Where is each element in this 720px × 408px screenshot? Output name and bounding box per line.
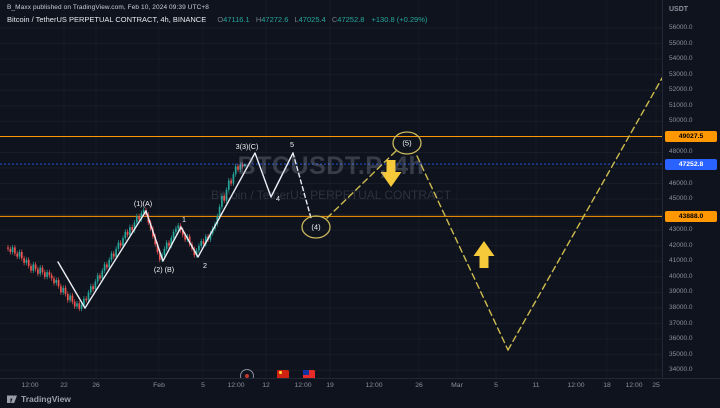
svg-text:(4): (4) <box>311 223 321 232</box>
price-tick: 50000.0 <box>669 117 693 125</box>
price-level-badge: 43888.0 <box>665 210 717 222</box>
svg-text:5: 5 <box>290 140 294 149</box>
time-label: 12:00 <box>227 382 245 389</box>
symbol-title[interactable]: Bitcoin / TetherUS PERPETUAL CONTRACT, 4… <box>7 15 207 24</box>
price-tick: 52000.0 <box>669 86 693 94</box>
symbol-legend: Bitcoin / TetherUS PERPETUAL CONTRACT, 4… <box>7 15 427 24</box>
price-tick: 37000.0 <box>669 319 693 327</box>
price-lines-layer <box>0 135 662 217</box>
time-label: 5 <box>494 382 498 389</box>
time-label: 11 <box>532 382 540 389</box>
time-label: 12:00 <box>21 382 39 389</box>
time-label: 12:00 <box>294 382 312 389</box>
arrows-layer <box>380 160 495 268</box>
time-label: 26 <box>415 382 423 389</box>
svg-text:3(3)(C): 3(3)(C) <box>236 142 259 151</box>
price-tick: 45000.0 <box>669 195 693 203</box>
time-label: 18 <box>603 382 611 389</box>
close-label: C <box>331 15 338 24</box>
svg-text:(5): (5) <box>402 139 412 148</box>
price-tick: 34000.0 <box>669 366 693 374</box>
price-tick: 42000.0 <box>669 241 693 249</box>
candlestick-chart[interactable]: (4) (5) (1)(A) 1 (2) (B) 2 3(3)(C) 4 5 <box>0 0 662 378</box>
price-tick: 53000.0 <box>669 70 693 78</box>
price-tick: 41000.0 <box>669 257 693 265</box>
price-tick: 56000.0 <box>669 24 693 31</box>
grid-layer <box>0 0 662 378</box>
change-value: +130.8 (+0.29%) <box>371 15 428 24</box>
time-label: 26 <box>92 382 100 389</box>
svg-text:4: 4 <box>276 194 280 203</box>
publisher-note: B_Maxx published on TradingView.com, Feb… <box>7 4 210 11</box>
projection-layer <box>326 76 662 351</box>
time-label: 5 <box>201 382 205 389</box>
tradingview-logo-icon <box>7 395 17 403</box>
close-value: 47252.8 <box>337 15 365 24</box>
wave-circles-layer: (4) (5) <box>301 131 422 239</box>
price-tick: 35000.0 <box>669 350 693 358</box>
price-tick: 36000.0 <box>669 335 693 343</box>
time-axis[interactable]: 12:00 22 26 Feb 5 12:00 12 12:00 19 12:00 26 Mar 5 11… <box>0 378 720 408</box>
time-label: 19 <box>326 382 334 389</box>
price-tick: 39000.0 <box>669 288 693 296</box>
wave-labels-layer: (1)(A) 1 (2) (B) 2 3(3)(C) 4 5 <box>134 140 294 274</box>
time-label: 12:00 <box>365 382 383 389</box>
wave-lines-layer <box>57 152 312 309</box>
price-tick: 40000.0 <box>669 272 693 280</box>
price-tick: 55000.0 <box>669 39 693 47</box>
tradingview-logo-text: TradingView <box>21 394 71 404</box>
low-value: 47025.4 <box>298 15 326 24</box>
red-flag-icon <box>277 370 289 378</box>
circle-marker-icon <box>240 369 254 378</box>
price-tick: 51000.0 <box>669 101 693 109</box>
time-label: Mar <box>451 382 463 389</box>
price-tick: 46000.0 <box>669 179 693 187</box>
open-value: 47116.1 <box>223 15 250 24</box>
time-label: 12:00 <box>567 382 585 389</box>
svg-text:1: 1 <box>182 215 186 224</box>
svg-text:2: 2 <box>203 261 207 270</box>
price-tick: 48000.0 <box>669 148 693 156</box>
time-label: Feb <box>153 382 165 389</box>
price-level-badge: 49027.5 <box>665 130 717 142</box>
blue-red-flag-icon <box>303 370 315 378</box>
price-axis[interactable]: USDT 56000.0 55000.0 54000.0 53000.0 52000.0… <box>662 0 720 378</box>
price-tick: 38000.0 <box>669 304 693 311</box>
quote-currency-label: USDT <box>669 6 689 13</box>
time-label: 25 <box>652 382 660 389</box>
time-label: 22 <box>60 382 68 389</box>
price-tick: 54000.0 <box>669 55 693 63</box>
svg-text:(1)(A): (1)(A) <box>134 199 152 208</box>
last-price-badge: 47252.8 <box>665 158 717 170</box>
low-label: L <box>294 15 299 24</box>
candles-layer <box>7 162 246 312</box>
time-label: 12 <box>262 382 270 389</box>
price-tick: 43000.0 <box>669 226 693 234</box>
svg-text:(2) (B): (2) (B) <box>154 265 174 274</box>
open-label: O <box>217 15 224 24</box>
high-value: 47272.6 <box>261 15 289 24</box>
high-label: H <box>255 15 262 24</box>
chart-pane[interactable]: (4) (5) (1)(A) 1 (2) (B) 2 3(3)(C) 4 5 BTCUSDT.P… <box>0 0 662 378</box>
tradingview-logo[interactable]: TradingView <box>6 393 71 405</box>
time-label: 12:00 <box>625 382 643 389</box>
